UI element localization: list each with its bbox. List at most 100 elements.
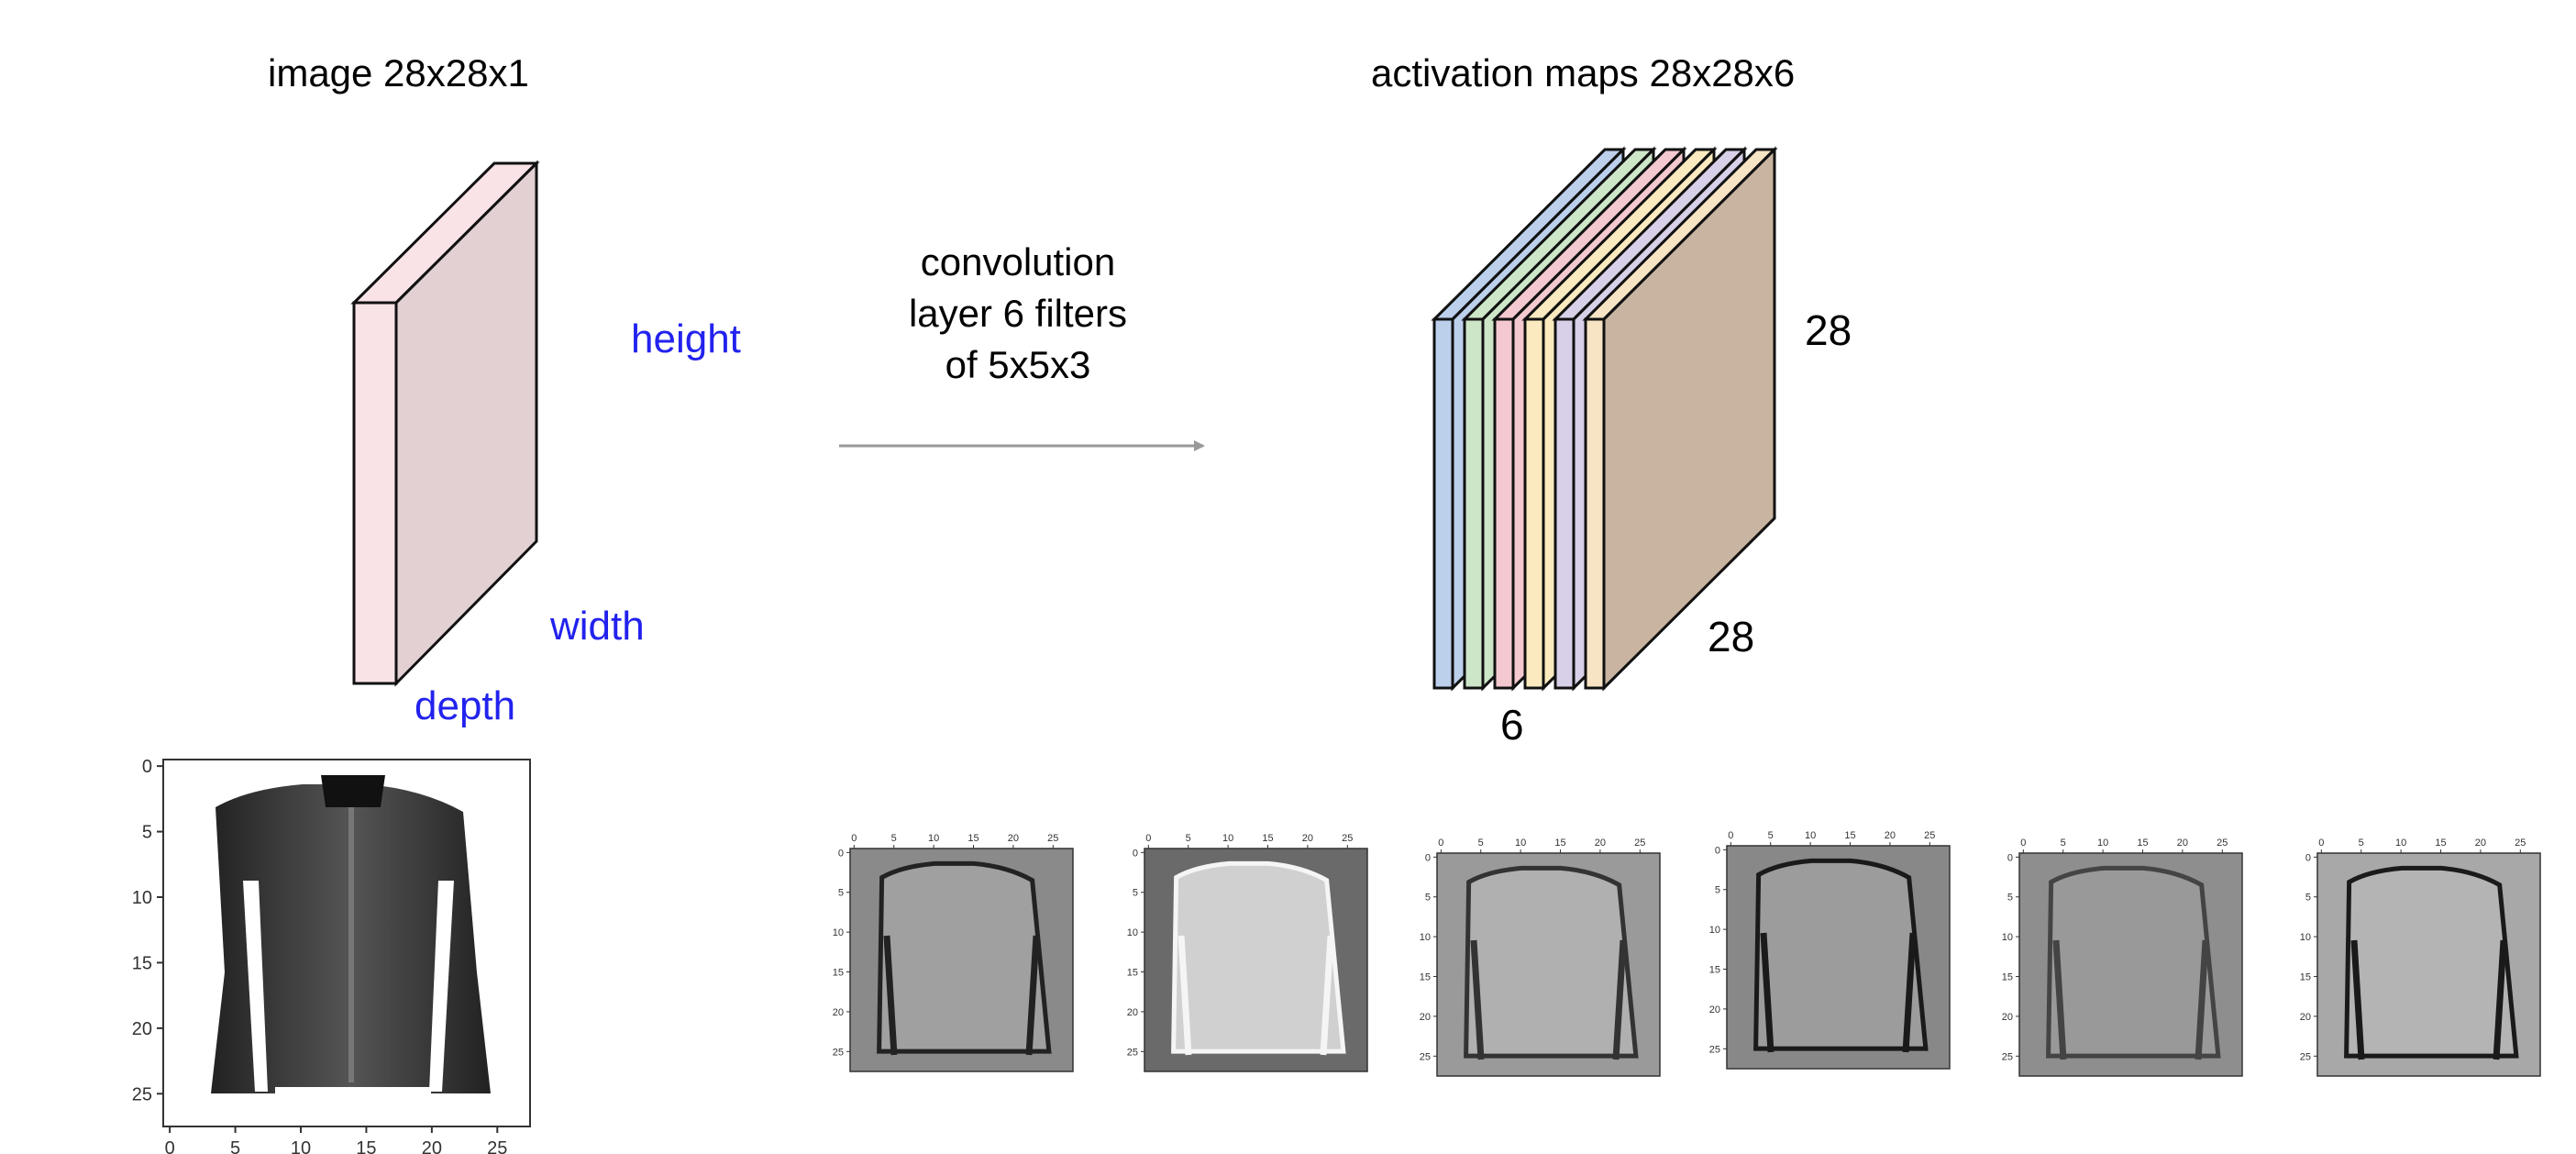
thumb-y-tick-label: 0 xyxy=(1715,845,1720,856)
y-tick-label: 5 xyxy=(142,823,152,843)
activation-map-stack xyxy=(1431,146,1778,692)
thumb-y-tick-label: 5 xyxy=(2007,893,2013,904)
thumb-y-tick-label: 15 xyxy=(1127,968,1138,979)
y-tick-label: 15 xyxy=(132,953,152,973)
thumb-x-tick-label: 0 xyxy=(2318,838,2324,849)
thumb-y-tick-label: 0 xyxy=(1425,852,1431,863)
thumb-y-tick-label: 10 xyxy=(2002,932,2013,943)
thumb-y-tick-label: 25 xyxy=(1709,1044,1720,1055)
thumb-x-tick-label: 10 xyxy=(928,833,939,844)
thumb-x-tick-label: 0 xyxy=(1145,833,1151,844)
thumb-x-tick-label: 25 xyxy=(2515,838,2526,849)
thumb-y-tick-label: 10 xyxy=(833,927,844,938)
thumb-y-tick-label: 0 xyxy=(2305,852,2311,863)
thumb-x-tick-label: 15 xyxy=(2435,838,2446,849)
thumbnail-jacket xyxy=(2344,865,2519,1059)
thumb-y-tick-label: 10 xyxy=(2300,932,2311,943)
thumb-y-tick-label: 0 xyxy=(2007,852,2013,863)
thumb-x-tick-label: 5 xyxy=(2061,838,2066,849)
thumbnail-jacket xyxy=(1464,865,1639,1059)
thumb-x-tick-label: 15 xyxy=(2137,838,2148,849)
thumb-y-tick-label: 15 xyxy=(1709,965,1720,976)
thumb-x-tick-label: 20 xyxy=(1885,830,1896,841)
thumb-x-tick-label: 5 xyxy=(1768,830,1774,841)
y-tick-label: 10 xyxy=(132,888,152,908)
activation-map-thumbnail: 0 5 10 15 20 25 0 5 10 15 20 25 xyxy=(1127,833,1368,1072)
activation-map-thumbnail: 0 5 10 15 20 25 0 5 10 15 20 25 xyxy=(833,833,1074,1072)
thumb-x-tick-label: 20 xyxy=(1595,838,1606,849)
thumb-y-tick-label: 15 xyxy=(2002,972,2013,983)
thumb-y-tick-label: 25 xyxy=(833,1047,844,1058)
thumb-x-tick-label: 15 xyxy=(1262,833,1273,844)
slab-front xyxy=(1553,317,1575,690)
activation-map-thumbnail: 0 5 10 15 20 25 0 5 10 15 20 25 xyxy=(1420,838,1661,1077)
activation-map-thumbnail: 0 5 10 15 20 25 0 5 10 15 20 25 xyxy=(2002,838,2243,1077)
thumb-y-tick-label: 20 xyxy=(2002,1012,2013,1023)
conv-caption-line-1: convolution xyxy=(920,240,1116,283)
conv-layer-caption: convolution layer 6 filters of 5x5x3 xyxy=(880,237,1155,391)
x-tick-label: 10 xyxy=(291,1138,311,1154)
thumb-x-tick-label: 25 xyxy=(1634,838,1645,849)
thumb-x-tick-label: 0 xyxy=(1438,838,1443,849)
thumbnail-sleeve-edge xyxy=(2350,939,2365,1060)
thumb-y-tick-label: 20 xyxy=(833,1007,844,1018)
thumb-y-tick-label: 0 xyxy=(1133,848,1138,859)
thumb-x-tick-label: 10 xyxy=(1805,830,1816,841)
input-plot-ticks: 0 5 10 15 20 25 0 5 10 15 20 25 xyxy=(132,757,508,1154)
thumb-x-tick-label: 25 xyxy=(1924,830,1935,841)
thumb-x-tick-label: 10 xyxy=(1222,833,1233,844)
thumbnail-sleeve-edge xyxy=(2493,939,2507,1060)
slab-front xyxy=(1463,317,1485,690)
thumb-x-tick-label: 15 xyxy=(1844,830,1855,841)
thumbnail-jacket xyxy=(877,860,1052,1054)
thumb-y-tick-label: 25 xyxy=(2300,1051,2311,1062)
thumb-y-tick-label: 5 xyxy=(1715,885,1720,896)
thumb-y-tick-label: 10 xyxy=(1420,932,1431,943)
thumb-x-tick-label: 5 xyxy=(891,833,897,844)
dim-depth-label: 6 xyxy=(1500,701,1524,749)
thumb-y-tick-label: 25 xyxy=(1127,1047,1138,1058)
thumb-x-tick-label: 20 xyxy=(2177,838,2188,849)
thumb-x-tick-label: 20 xyxy=(1008,833,1019,844)
thumb-x-tick-label: 5 xyxy=(2359,838,2364,849)
thumb-y-tick-label: 20 xyxy=(1709,1004,1720,1015)
thumbnail-jacket xyxy=(1171,860,1346,1054)
slab-front xyxy=(1432,317,1454,690)
thumb-x-tick-label: 25 xyxy=(2217,838,2228,849)
thumb-x-tick-label: 10 xyxy=(2097,838,2108,849)
thumb-y-tick-label: 25 xyxy=(2002,1051,2013,1062)
stack-side-face xyxy=(1602,146,1776,692)
image-title: image 28x28x1 xyxy=(268,51,529,94)
thumb-y-tick-label: 5 xyxy=(838,888,844,899)
thumb-y-tick-label: 0 xyxy=(838,848,844,859)
thumb-y-tick-label: 5 xyxy=(2305,893,2311,904)
dim-width-label: 28 xyxy=(1708,613,1755,660)
activation-map-thumbnail: 0 5 10 15 20 25 0 5 10 15 20 25 xyxy=(2300,838,2541,1077)
x-tick-label: 20 xyxy=(422,1138,442,1154)
x-tick-label: 0 xyxy=(165,1138,175,1154)
thumb-y-tick-label: 20 xyxy=(2300,1012,2311,1023)
thumbnail-sleeve-edge xyxy=(1025,935,1040,1056)
dim-height-label: 28 xyxy=(1805,306,1852,354)
activation-map-slab xyxy=(1582,146,1778,692)
thumb-x-tick-label: 15 xyxy=(1554,838,1565,849)
thumb-y-tick-label: 20 xyxy=(1127,1007,1138,1018)
thumbnail-sleeve-edge xyxy=(1902,932,1917,1053)
input-volume xyxy=(350,160,540,687)
x-tick-label: 5 xyxy=(230,1138,240,1154)
thumbnail-sleeve-edge xyxy=(1177,935,1192,1056)
thumb-x-tick-label: 0 xyxy=(2020,838,2026,849)
x-tick-label: 15 xyxy=(356,1138,376,1154)
thumb-x-tick-label: 25 xyxy=(1047,833,1058,844)
activation-map-thumbnails: 0 5 10 15 20 25 0 5 10 15 20 25 0 5 10 15 20 25 0 5 10 15 20 25… xyxy=(833,830,2541,1077)
thumbnail-jacket xyxy=(2046,865,2221,1059)
thumb-x-tick-label: 20 xyxy=(1302,833,1313,844)
thumb-y-tick-label: 25 xyxy=(1420,1051,1431,1062)
conv-caption-line-3: of 5x5x3 xyxy=(945,343,1091,386)
thumbnail-sleeve-edge xyxy=(883,935,898,1056)
jacket-image xyxy=(211,775,491,1093)
y-tick-label: 25 xyxy=(132,1084,152,1104)
depth-label: depth xyxy=(415,683,516,728)
thumb-y-tick-label: 15 xyxy=(1420,972,1431,983)
